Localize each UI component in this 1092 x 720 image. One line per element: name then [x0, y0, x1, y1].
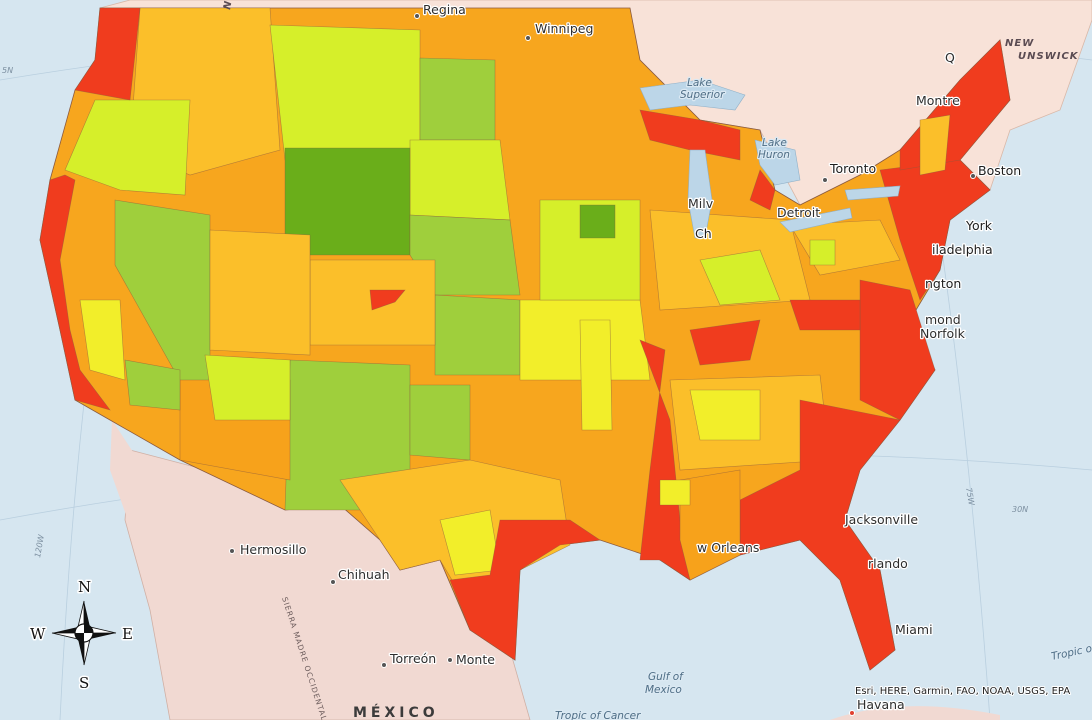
city-label: Torreón [389, 651, 436, 666]
city-label: Ch [695, 226, 712, 241]
compass-label: N [78, 578, 91, 596]
water-label: Mexico [645, 684, 682, 696]
city-label: rlando [868, 556, 908, 571]
graticule-label: 120W [33, 533, 46, 558]
city-label: Boston [978, 163, 1021, 178]
lakes [639, 79, 901, 239]
city-label: Regina [423, 2, 466, 17]
baja [110, 420, 165, 620]
city-label: w Orleans [697, 540, 759, 555]
compass-label: S [79, 674, 89, 692]
city-dots [229, 13, 976, 716]
city-label: iladelphia [932, 242, 993, 257]
graticule-label: 5N [2, 66, 13, 75]
water-label: Superior [680, 89, 725, 101]
graticule-label: 75W [964, 487, 976, 507]
city-label: ngton [925, 276, 961, 291]
region-label: NTA [222, 0, 237, 11]
city-label: Q [945, 50, 955, 65]
us-regions [39, 7, 1011, 671]
compass-label: E [122, 625, 133, 643]
city-label: Hermosillo [240, 542, 306, 557]
compass-label: W [30, 625, 46, 643]
city-label: mond [925, 312, 961, 327]
city-label: York [965, 218, 993, 233]
city-label: Monte [456, 652, 495, 667]
city-label: Milv [688, 196, 714, 211]
cuba [830, 706, 1000, 720]
city-label: Montre [916, 93, 960, 108]
country-label: MÉXICO [353, 704, 439, 720]
city-label: Norfolk [920, 326, 966, 341]
water-label: Tropic of Cancer [555, 710, 641, 720]
water-label: Lake [687, 77, 712, 89]
city-label: Havana [857, 697, 905, 712]
water-label: Lake [762, 137, 787, 149]
water-label: Huron [758, 149, 790, 161]
city-label: Winnipeg [535, 21, 593, 36]
graticule-label: 30N [1012, 505, 1028, 514]
compass-rose [51, 600, 117, 666]
water-label: Gulf of [648, 671, 685, 683]
city-label: Jacksonville [844, 512, 918, 527]
city-label: Chihuah [338, 567, 390, 582]
city-label: Detroit [777, 205, 820, 220]
province-label: UNSWICK [1018, 51, 1079, 62]
attribution: Esri, HERE, Garmin, FAO, NOAA, USGS, EPA [855, 686, 1070, 697]
city-label: Miami [895, 622, 933, 637]
city-label: Toronto [829, 161, 876, 176]
province-label: NEW [1005, 38, 1034, 49]
